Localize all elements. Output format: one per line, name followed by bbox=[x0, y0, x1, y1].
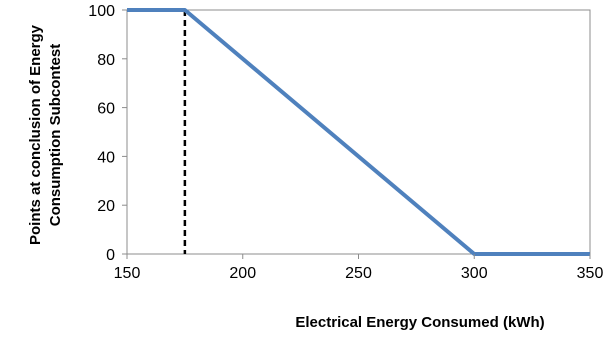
x-tick-label: 250 bbox=[345, 265, 372, 282]
series-line-0 bbox=[127, 8, 590, 256]
y-tick-label: 40 bbox=[97, 149, 115, 166]
y-axis-title: Points at conclusion of Energy Consumpti… bbox=[27, 24, 64, 245]
x-tick-label: 200 bbox=[229, 265, 256, 282]
y-tick-label: 60 bbox=[97, 101, 115, 118]
y-tick-label: 80 bbox=[97, 52, 115, 69]
x-axis-ticks: 150 200 250 300 350 bbox=[114, 254, 604, 282]
plot-area bbox=[126, 9, 591, 255]
x-tick-label: 300 bbox=[461, 265, 488, 282]
y-tick-label: 100 bbox=[88, 3, 115, 20]
y-axis-ticks: 0 20 40 60 80 100 bbox=[88, 3, 127, 264]
x-tick-label: 350 bbox=[577, 265, 604, 282]
x-axis-title: Electrical Energy Consumed (kWh) bbox=[295, 314, 544, 331]
y-tick-label: 20 bbox=[97, 198, 115, 215]
y-axis-title-line-1: Points at conclusion of Energy bbox=[27, 24, 44, 245]
y-tick-label: 0 bbox=[106, 247, 115, 264]
y-axis-title-line-2: Consumption Subcontest bbox=[47, 44, 64, 227]
series-layer bbox=[127, 8, 590, 256]
x-tick-label: 150 bbox=[114, 265, 141, 282]
